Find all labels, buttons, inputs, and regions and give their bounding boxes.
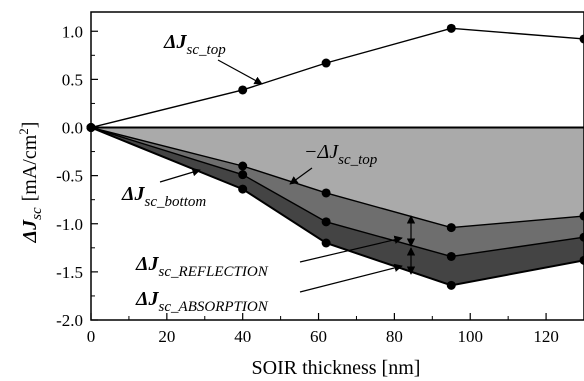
y-axis-symbol: ΔJ: [19, 219, 41, 244]
y-ticks: -2.0 -1.5 -1.0 -0.5 0.0 0.5 1.0: [56, 22, 98, 330]
x-tick-label: 60: [310, 327, 327, 346]
y-tick-label: -2.0: [56, 311, 83, 330]
annotation-bottom-main: ΔJ: [121, 183, 146, 205]
annotation-neg-top: −ΔJsc_top: [304, 141, 378, 168]
annotation-absorption-main: ΔJ: [135, 288, 160, 310]
annotation-top: ΔJsc_top: [163, 31, 226, 58]
annotation-absorption-sub: sc_ABSORPTION: [159, 299, 269, 315]
annotation-absorption-arrow: [299, 263, 403, 293]
series-neg-top-point: [446, 223, 456, 233]
y-axis-unit: [mA/cm: [19, 134, 41, 201]
series-neg-top-point: [238, 161, 248, 171]
annotation-reflection-arrow: [299, 235, 403, 263]
annotation-bottom-arrow: [159, 168, 201, 183]
series-bottom-point: [321, 217, 331, 227]
series-bottom-point: [579, 232, 584, 242]
annotation-reflection-main: ΔJ: [135, 253, 160, 275]
y-tick-label: 0.0: [62, 119, 83, 138]
x-ticks: 0 20 40 60 80 100 120: [87, 313, 559, 346]
annotation-bottom: ΔJsc_bottom: [121, 183, 206, 210]
plot-frame: [90, 11, 584, 321]
series-top-point: [238, 85, 248, 95]
y-axis-unit-close: ]: [19, 122, 41, 129]
band-top: [91, 127, 584, 228]
annotation-bottom-sub: sc_bottom: [145, 194, 207, 210]
annotation-top-arrow: [217, 59, 263, 85]
x-tick-label: 40: [234, 327, 251, 346]
series-neg-top-point: [321, 188, 331, 198]
annotation-top-sub: sc_top: [187, 42, 227, 58]
annotation-top-main: ΔJ: [163, 31, 188, 53]
series-total-point: [579, 255, 584, 265]
y-axis-subscript: sc: [29, 207, 45, 220]
band-reflection: [91, 127, 584, 257]
annotation-neg-top-main: −ΔJ: [304, 141, 339, 163]
series-top-point: [321, 58, 331, 68]
y-tick-label: 1.0: [62, 22, 83, 41]
series-total-point: [321, 238, 331, 248]
annotation-neg-top-sub: sc_top: [338, 152, 378, 168]
annotation-neg-top-arrow: [289, 167, 313, 185]
y-tick-label: 0.5: [62, 70, 83, 89]
series-bottom-point: [238, 170, 248, 180]
x-tick-label: 20: [158, 327, 175, 346]
annotation-absorption: ΔJsc_ABSORPTION: [135, 288, 269, 315]
series-top-point: [446, 23, 456, 33]
plot-bands: [91, 127, 584, 286]
y-axis-title: ΔJsc [mA/cm2]: [16, 122, 45, 244]
y-tick-label: -1.5: [56, 263, 83, 282]
x-tick-label: 100: [457, 327, 483, 346]
x-tick-label: 80: [386, 327, 403, 346]
series-neg-top-point: [579, 211, 584, 221]
y-tick-label: -0.5: [56, 167, 83, 186]
x-tick-label: 0: [87, 327, 96, 346]
series-bottom-point: [446, 251, 456, 261]
annotation-reflection-sub: sc_REFLECTION: [159, 264, 269, 280]
annotation-reflection: ΔJsc_REFLECTION: [135, 253, 269, 280]
y-tick-label: -1.0: [56, 215, 83, 234]
x-axis-title: SOIR thickness [nm]: [252, 357, 421, 379]
band-absorption: [91, 127, 584, 286]
y-axis-unit-power: 2: [16, 128, 31, 135]
series-total-point: [446, 280, 456, 290]
series-total-point: [238, 184, 248, 194]
series-top-point: [579, 34, 584, 44]
x-tick-label: 120: [533, 327, 559, 346]
